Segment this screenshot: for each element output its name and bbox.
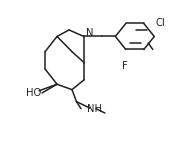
Text: NH: NH xyxy=(87,104,102,114)
Text: F: F xyxy=(122,61,128,71)
Text: N: N xyxy=(86,28,93,38)
Text: HO: HO xyxy=(26,88,41,98)
Text: Cl: Cl xyxy=(155,18,165,28)
